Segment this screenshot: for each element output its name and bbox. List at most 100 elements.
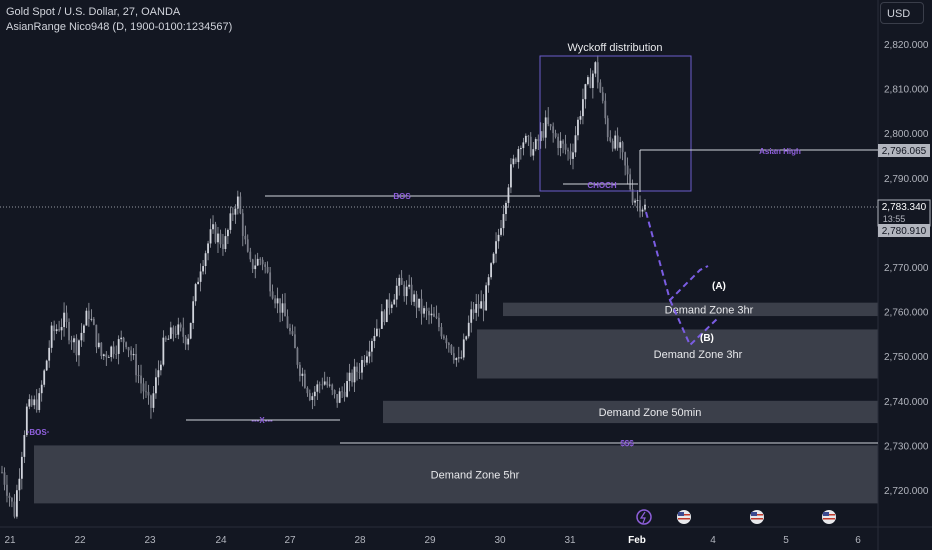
liquidity-label: $$$ [620,439,634,448]
candle-body [73,338,75,343]
candle-body [517,149,520,163]
candle-body [363,360,366,363]
candle-body [117,339,120,354]
demand-zone [34,445,878,504]
candle-body [564,143,567,150]
candle-body [87,310,90,319]
price-tick-label: 2,760.000 [884,308,929,319]
candle-body [336,394,339,403]
candle-body [589,77,592,88]
projection-path-b [669,299,719,347]
candle-body [366,356,368,363]
currency-button[interactable]: USD [880,2,924,24]
candle-body [38,393,41,410]
time-tick-label: 5 [783,535,789,546]
candle-body [353,366,356,383]
candle-body [264,264,267,267]
candle-body [542,131,545,138]
candle-body [222,244,224,250]
candle-body [586,77,589,85]
price-tick-label: 2,770.000 [884,263,929,274]
us-flag-event-icon-1[interactable] [677,510,691,524]
candle-body [465,336,468,340]
candle-body [433,313,435,317]
candle-body [438,317,440,328]
candle-body [28,399,31,407]
demand-zone-label: Demand Zone 3hr [665,304,754,316]
candle-body [470,309,473,323]
candle-body [333,390,336,395]
time-tick-label: 30 [494,535,506,546]
candle-body [209,229,212,244]
candle-body [467,322,470,337]
candle-body [616,135,619,148]
candle-body [639,200,641,212]
candle-body [83,325,85,333]
candle-body [318,384,321,386]
time-tick-label: 4 [710,535,716,546]
svg-text:2,796.065: 2,796.065 [882,146,927,157]
candle-body [241,213,244,236]
candle-body [445,338,448,344]
candle-body [8,495,11,498]
candle-body [48,347,51,361]
lightning-event-icon[interactable] [636,509,652,525]
time-tick-label: 29 [424,535,436,546]
candle-body [326,381,329,386]
candle-body [303,373,306,388]
candle-body [207,243,209,254]
candle-body [23,435,26,457]
candle-body [343,391,346,397]
candle-body [447,343,450,345]
price-tick-label: 2,820.000 [884,40,929,51]
demand-zones: Demand Zone 5hr Demand Zone 50min Demand Z… [34,302,878,504]
candle-body [217,233,219,243]
candle-body [167,338,170,340]
candle-body [97,342,100,348]
candle-body [596,62,599,83]
candle-body [577,119,579,136]
candle-body [341,391,344,393]
indicator-title: AsianRange Nico948 (D, 1900-0100:1234567… [6,21,233,33]
svg-text:13:55: 13:55 [883,214,906,224]
candle-body [286,316,289,328]
candle-body [155,377,157,394]
us-flag-event-icon-3[interactable] [822,510,836,524]
candle-body [338,391,341,403]
candle-body [125,342,128,348]
candle-body [254,265,257,270]
candle-body [346,381,348,397]
candle-body [95,324,98,348]
candle-body [199,271,202,282]
candle-body [140,375,142,384]
candle-body [63,312,65,328]
candle-body [13,501,16,517]
us-flag-event-icon-2[interactable] [750,510,764,524]
candle-body [212,224,214,230]
asian-high-badge: 2,796.065 [878,144,930,157]
candle-body [65,312,68,322]
candle-series [1,55,646,519]
candle-body [276,298,279,304]
candle-body [279,298,281,313]
candle-body [229,213,232,230]
candle-body [30,399,33,406]
candle-body [231,213,234,215]
candle-body [187,338,190,345]
candle-body [621,142,624,153]
candle-body [549,124,552,127]
candle-body [291,331,294,335]
candle-body [619,142,622,148]
candle-body [641,209,644,212]
candle-body [408,284,411,287]
candle-body [35,399,38,410]
demand-zone-label: Demand Zone 50min [599,407,702,419]
projection-path [645,211,709,302]
candle-body [164,337,167,340]
candle-body [475,304,478,313]
candle-body [328,384,331,386]
price-tick-label: 2,810.000 [884,85,929,96]
candle-body [415,294,418,308]
